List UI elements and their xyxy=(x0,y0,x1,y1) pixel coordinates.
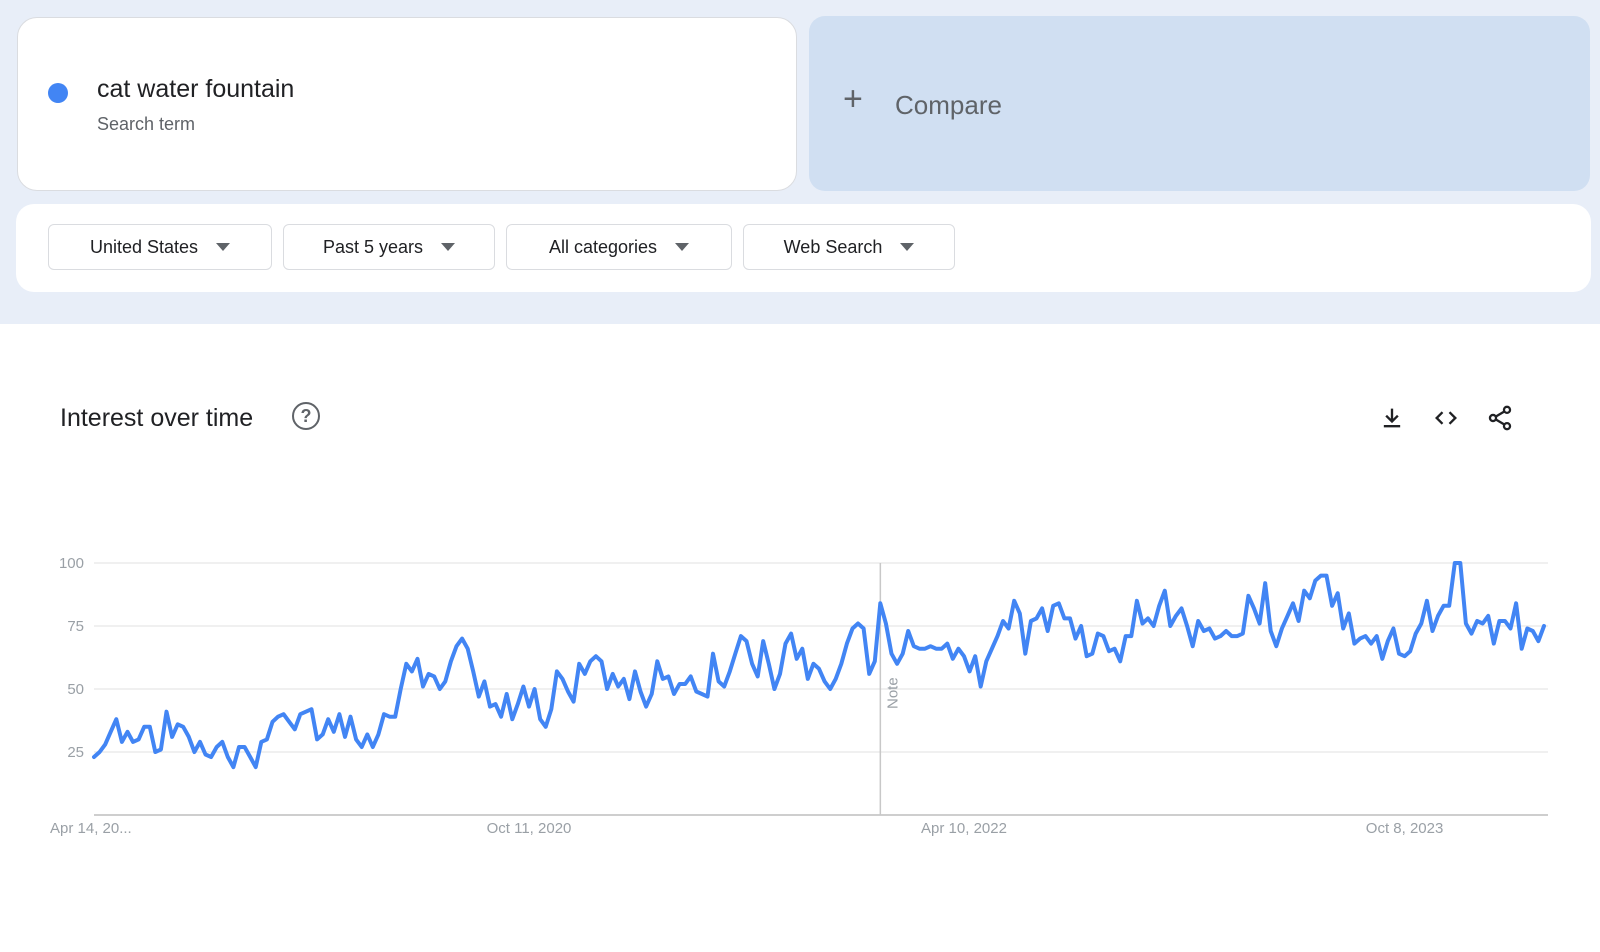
filters-bar: United States Past 5 years All categorie… xyxy=(16,204,1591,292)
dropdown-arrow-icon xyxy=(216,243,231,251)
filter-region-label: United States xyxy=(89,236,199,257)
search-term-card[interactable]: cat water fountain Search term xyxy=(17,17,797,191)
x-tick-label: Oct 8, 2023 xyxy=(1366,820,1444,837)
interest-chart[interactable]: 25 50 75 100 Note Apr 14, 20... Oct 11, 2020 Ap… xyxy=(16,358,1590,936)
download-icon[interactable] xyxy=(1378,404,1406,432)
filter-search-type[interactable]: Web Search xyxy=(743,224,955,270)
note-label: Note xyxy=(884,677,901,709)
dropdown-arrow-icon xyxy=(675,243,690,251)
chart-title: Interest over time xyxy=(60,404,254,432)
filter-search-type-label: Web Search xyxy=(783,236,883,257)
x-tick-label: Apr 14, 20... xyxy=(50,820,132,837)
filter-region[interactable]: United States xyxy=(48,224,272,270)
x-tick-label: Oct 11, 2020 xyxy=(487,820,572,837)
compare-label: Compare xyxy=(895,90,1002,120)
filter-time-range[interactable]: Past 5 years xyxy=(283,224,495,270)
y-tick-label: 75 xyxy=(67,618,84,635)
interest-over-time-card: Interest over time ? 25 50 75 100 Note Apr 14… xyxy=(16,358,1590,936)
y-tick-label: 50 xyxy=(67,681,84,698)
compare-button[interactable]: + Compare xyxy=(809,16,1590,191)
share-icon[interactable] xyxy=(1486,404,1514,432)
series-line xyxy=(92,561,1546,770)
filter-time-range-label: Past 5 years xyxy=(322,236,424,257)
filter-category[interactable]: All categories xyxy=(506,224,732,270)
y-tick-label: 100 xyxy=(59,555,84,572)
embed-icon[interactable] xyxy=(1432,404,1460,432)
series-color-dot xyxy=(48,83,68,103)
plus-icon: + xyxy=(843,80,863,118)
x-tick-label: Apr 10, 2022 xyxy=(921,820,1007,837)
search-term-subtitle: Search term xyxy=(97,114,196,134)
help-icon[interactable]: ? xyxy=(292,402,320,430)
dropdown-arrow-icon xyxy=(900,243,915,251)
search-term-name[interactable]: cat water fountain xyxy=(97,75,295,103)
y-tick-label: 25 xyxy=(67,744,84,761)
filter-category-label: All categories xyxy=(548,236,658,257)
dropdown-arrow-icon xyxy=(441,243,456,251)
